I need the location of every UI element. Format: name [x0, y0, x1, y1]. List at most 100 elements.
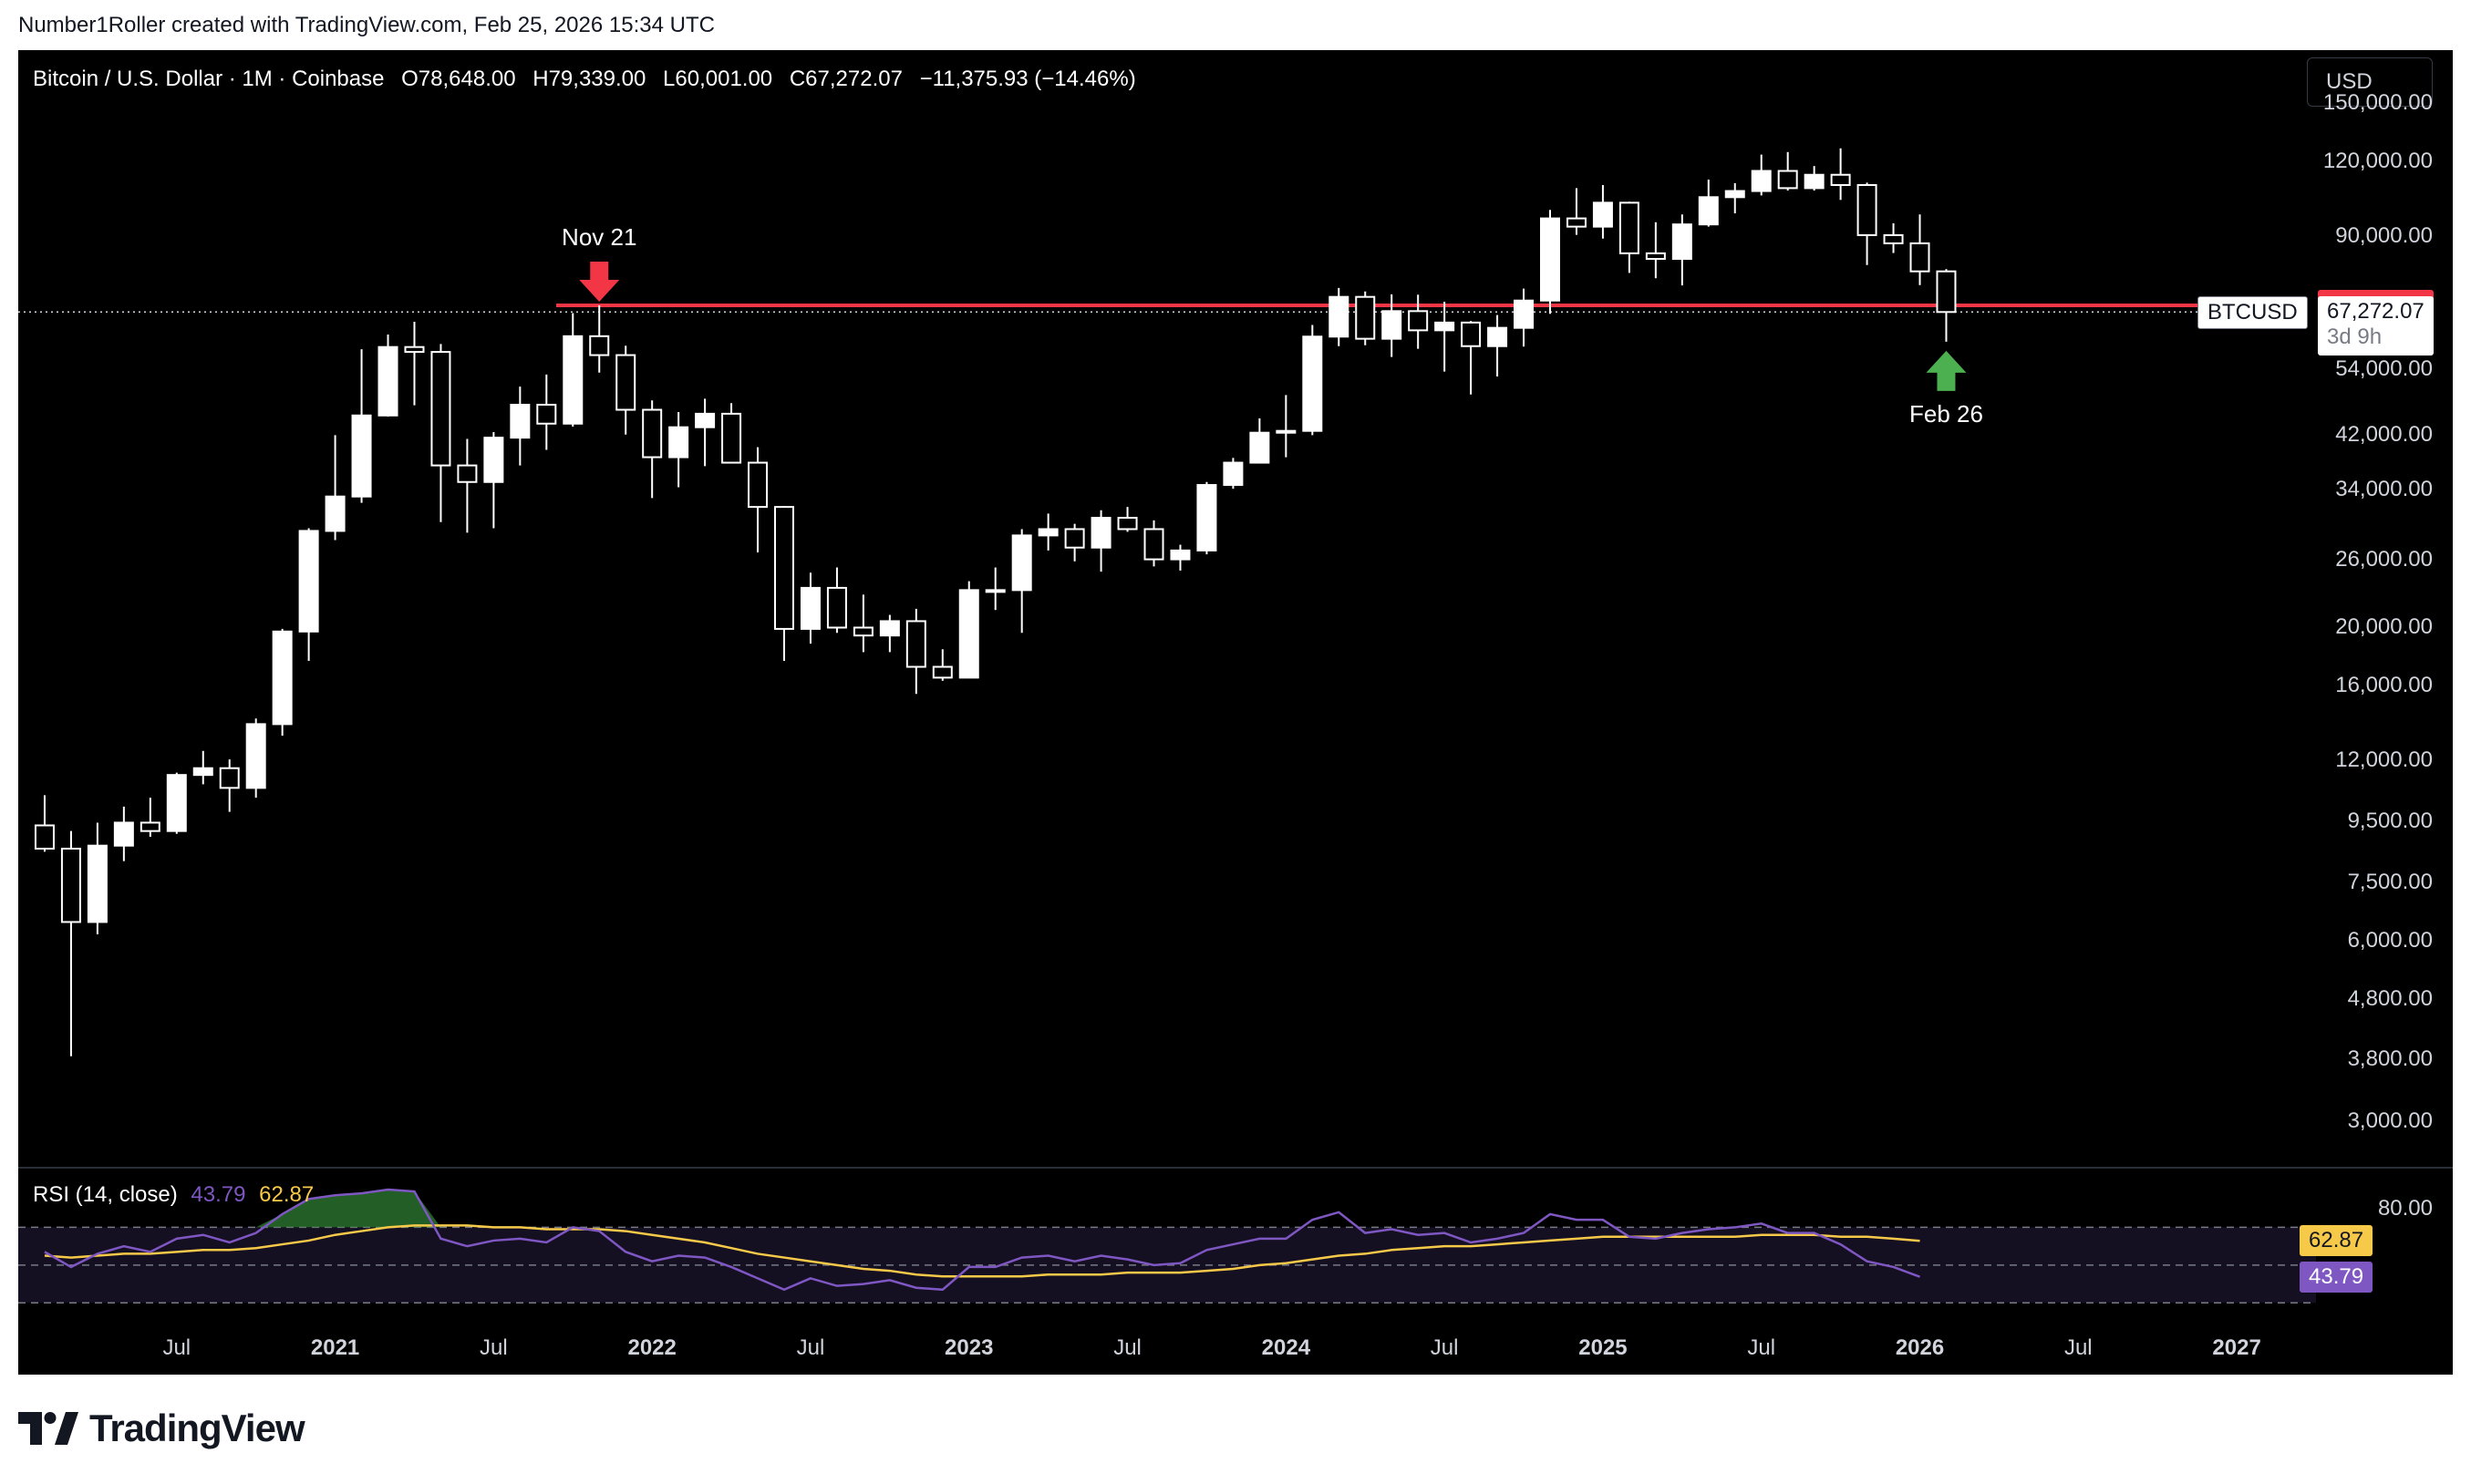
- candle-body: [298, 530, 319, 633]
- candle-body: [826, 586, 847, 629]
- candle-body: [457, 464, 478, 483]
- tradingview-logo[interactable]: TradingView: [18, 1406, 305, 1451]
- price-axis-label: 6,000.00: [2347, 928, 2433, 953]
- candle-body: [1408, 310, 1429, 332]
- candle-body: [668, 426, 689, 459]
- candle-body: [1170, 549, 1191, 561]
- candle-body: [853, 626, 874, 637]
- time-axis-label: 2026: [1895, 1335, 1945, 1360]
- candle-body: [774, 506, 794, 630]
- candle-body: [1276, 429, 1297, 434]
- price-axis-label: 54,000.00: [2335, 356, 2433, 381]
- time-axis-label: 2025: [1578, 1335, 1628, 1360]
- candle-body: [800, 586, 821, 630]
- pane-separator[interactable]: [18, 1167, 2453, 1169]
- candle-body: [377, 345, 398, 417]
- symbol-legend[interactable]: Bitcoin / U.S. Dollar · 1M · Coinbase O7…: [33, 67, 1147, 92]
- candle-body: [1487, 326, 1508, 347]
- candle-body: [1514, 299, 1535, 329]
- time-axis-label: Jul: [2063, 1335, 2093, 1360]
- price-axis-label: 20,000.00: [2335, 614, 2433, 640]
- candle-body: [1249, 431, 1270, 464]
- chart-credit: Number1Roller created with TradingView.c…: [18, 13, 715, 37]
- candle-body: [1461, 321, 1482, 347]
- rsi-tag: 43.79: [2300, 1261, 2373, 1293]
- candle-body: [1143, 528, 1164, 561]
- time-axis-label: Jul: [1430, 1335, 1459, 1360]
- time-axis-label: Jul: [796, 1335, 825, 1360]
- candle-body: [1618, 201, 1639, 254]
- last-price-tag: 67,272.07 3d 9h: [2318, 296, 2434, 356]
- candle-body: [563, 335, 584, 425]
- price-axis-label: 7,500.00: [2347, 870, 2433, 895]
- candle-body: [1566, 217, 1587, 228]
- price-axis-label: 4,800.00: [2347, 985, 2433, 1011]
- candle-body: [1381, 310, 1402, 340]
- price-axis-label: 90,000.00: [2335, 223, 2433, 249]
- price-axis-label: 34,000.00: [2335, 477, 2433, 502]
- candle-body: [615, 354, 636, 411]
- candle-body: [1302, 335, 1323, 432]
- candle-body: [166, 774, 187, 832]
- candle-body: [430, 351, 451, 467]
- candle-body: [1830, 173, 1851, 186]
- candle-body: [1592, 201, 1613, 228]
- candle-body: [87, 844, 108, 923]
- candle-body: [245, 723, 266, 789]
- time-axis-label: Jul: [480, 1335, 508, 1360]
- rsi-axis-label: 80.00: [2377, 1195, 2433, 1221]
- candle-body: [1355, 295, 1376, 340]
- price-axis-label: 26,000.00: [2335, 546, 2433, 572]
- time-axis-label: Jul: [1747, 1335, 1776, 1360]
- candle-body: [1909, 242, 1930, 273]
- rsi-title: RSI (14, close): [33, 1182, 178, 1207]
- rsi-legend[interactable]: RSI (14, close) 43.79 62.87: [33, 1182, 314, 1208]
- ohlc-close: C67,272.07: [789, 67, 903, 91]
- bar-countdown: 3d 9h: [2327, 325, 2383, 350]
- candle-body: [1751, 170, 1772, 192]
- time-axis-label: Jul: [1113, 1335, 1142, 1360]
- tradingview-logo-icon: [18, 1412, 78, 1445]
- candle-body: [510, 404, 531, 439]
- ohlc-change: −11,375.93 (−14.46%): [919, 67, 1136, 91]
- candle-body: [1540, 217, 1560, 302]
- candle-body: [642, 408, 663, 459]
- candle-body: [34, 824, 55, 850]
- candle-body: [721, 412, 742, 464]
- price-axis-label: 16,000.00: [2335, 673, 2433, 698]
- ohlc-low: L60,001.00: [663, 67, 773, 91]
- time-axis-label: 2022: [627, 1335, 677, 1360]
- rsi-line: [44, 1188, 1920, 1292]
- up-arrow-icon: [1926, 350, 1967, 391]
- price-axis-label: 42,000.00: [2335, 421, 2433, 447]
- time-axis-label: 2024: [1261, 1335, 1311, 1360]
- down-arrow-icon: [579, 262, 620, 303]
- candle-body: [1671, 223, 1692, 261]
- tradingview-wordmark: TradingView: [89, 1407, 305, 1449]
- candle-body: [589, 335, 610, 356]
- candle-body: [1645, 252, 1666, 261]
- candle-body: [1698, 196, 1719, 226]
- candle-body: [140, 821, 160, 832]
- annotation-top-label: Nov 21: [562, 223, 637, 252]
- candle-body: [1117, 517, 1138, 531]
- candle-body: [1936, 270, 1957, 314]
- candle-body: [1011, 534, 1032, 592]
- candle-body: [958, 589, 979, 679]
- candle-body: [1724, 190, 1745, 199]
- price-axis-label: 150,000.00: [2322, 90, 2433, 116]
- candle-body: [695, 412, 716, 428]
- candle-body: [1196, 484, 1217, 551]
- candle-body: [1777, 170, 1798, 190]
- currency-button[interactable]: USD: [2307, 57, 2433, 107]
- price-chart[interactable]: [18, 50, 2453, 1375]
- ohlc-high: H79,339.00: [532, 67, 646, 91]
- candle-body: [404, 345, 425, 354]
- candle-body: [1223, 461, 1244, 487]
- candle-body: [219, 767, 240, 789]
- ohlc-open: O78,648.00: [401, 67, 516, 91]
- candle-body: [351, 414, 372, 498]
- candle-body: [905, 620, 926, 668]
- chart-frame[interactable]: Bitcoin / U.S. Dollar · 1M · Coinbase O7…: [18, 50, 2453, 1375]
- symbol-title: Bitcoin / U.S. Dollar · 1M · Coinbase: [33, 67, 385, 91]
